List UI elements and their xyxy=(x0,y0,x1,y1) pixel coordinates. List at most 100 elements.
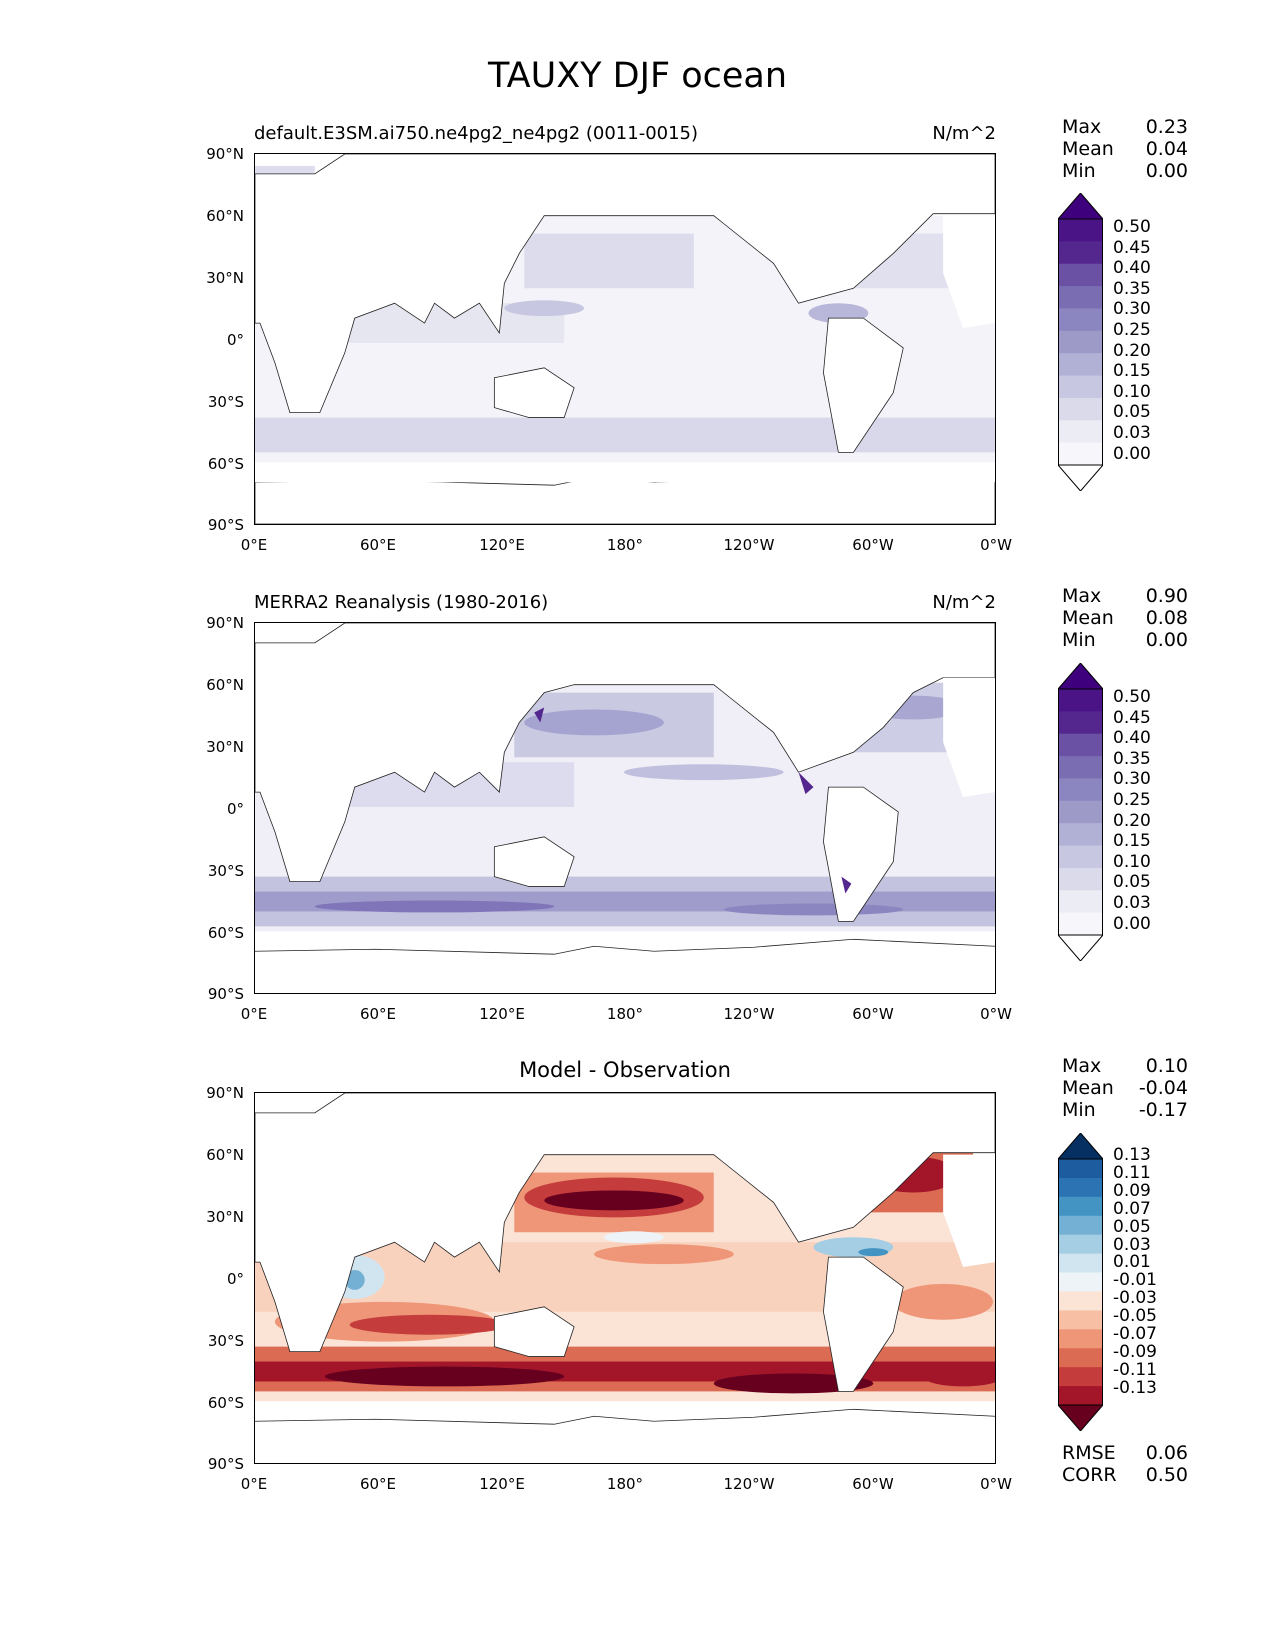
colorbar-tick-label: 0.45 xyxy=(1113,237,1151,258)
colorbar-tick-label: 0.09 xyxy=(1113,1180,1151,1201)
colorbar-band xyxy=(1058,286,1103,309)
colorbar-band xyxy=(1058,308,1103,332)
colorbar-tick-label: 0.35 xyxy=(1113,278,1151,299)
ytick-30s: 30°S xyxy=(207,862,244,880)
xtick-0w: 0°W xyxy=(980,536,1012,554)
xtick-120e: 120°E xyxy=(479,536,525,554)
colorbar-tick-label: -0.09 xyxy=(1113,1341,1157,1362)
ytick-30n: 30°N xyxy=(206,269,244,287)
panel-units: N/m^2 xyxy=(932,123,996,144)
colorbar-band xyxy=(1058,420,1103,444)
colorbar-tick-label: -0.03 xyxy=(1113,1288,1157,1309)
colorbar-tick-label: -0.05 xyxy=(1113,1306,1157,1327)
colorbar-band xyxy=(1058,778,1103,802)
colorbar-tick-label: 0.03 xyxy=(1113,893,1151,913)
xtick-120w: 120°W xyxy=(723,1475,775,1493)
colorbar-tick-label: 0.05 xyxy=(1113,1216,1151,1237)
figure-title: TAUXY DJF ocean xyxy=(487,56,788,96)
colorbar-band xyxy=(1058,397,1103,421)
colorbar-extend-top xyxy=(1058,663,1103,690)
panel-left-title: MERRA2 Reanalysis (1980-2016) xyxy=(254,592,549,613)
colorbar-band xyxy=(1058,442,1103,466)
colorbar-band xyxy=(1058,1386,1103,1406)
colorbar-tick-label: 0.10 xyxy=(1113,851,1151,872)
colorbar-frame xyxy=(1058,688,1103,936)
colorbar-tick-label: 0.20 xyxy=(1113,340,1151,361)
xtick-120e: 120°E xyxy=(479,1005,525,1023)
colorbar-tick-label: -0.11 xyxy=(1113,1359,1157,1380)
colorbar-obs xyxy=(1058,663,1103,961)
ytick-60s: 60°S xyxy=(207,1394,244,1412)
xtick-180: 180° xyxy=(606,1005,644,1023)
ytick-30n: 30°N xyxy=(206,1208,244,1226)
colorbar-frame xyxy=(1058,218,1103,466)
xtick-0e: 0°E xyxy=(240,1005,268,1023)
colorbar-diff xyxy=(1058,1133,1103,1431)
colorbar-band xyxy=(1058,219,1103,242)
colorbar-band xyxy=(1058,1159,1103,1179)
xtick-60w: 60°W xyxy=(852,536,894,554)
colorbar-tick-label: 0.03 xyxy=(1113,1234,1151,1255)
colorbar-tick-label: 0.30 xyxy=(1113,299,1151,320)
stat-max-label: Max xyxy=(1062,585,1102,607)
xtick-180: 180° xyxy=(606,1475,644,1493)
colorbar-tick-label: 0.13 xyxy=(1113,1145,1151,1165)
colorbar-tick-label: 0.40 xyxy=(1113,728,1151,749)
ytick-90n: 90°N xyxy=(206,614,244,632)
colorbar-tick-label: 0.35 xyxy=(1113,748,1151,769)
colorbar-tick-label: 0.10 xyxy=(1113,381,1151,402)
ytick-30s: 30°S xyxy=(207,393,244,411)
colorbar-model xyxy=(1058,193,1103,491)
colorbar-band xyxy=(1058,1329,1103,1349)
colorbar-tick-label: 0.45 xyxy=(1113,707,1151,728)
colorbar-tick-label: 0.25 xyxy=(1113,790,1151,810)
colorbar-band xyxy=(1058,353,1103,376)
map-obs xyxy=(254,622,996,994)
colorbar-band xyxy=(1058,823,1103,846)
colorbar-band xyxy=(1058,1291,1103,1311)
colorbar-tick-label: -0.01 xyxy=(1113,1270,1157,1291)
ytick-90s: 90°S xyxy=(207,516,244,534)
xtick-180: 180° xyxy=(606,536,644,554)
colorbar-tick-label: 0.11 xyxy=(1113,1162,1151,1183)
map-diff xyxy=(254,1092,996,1464)
colorbar-tick-label: 0.30 xyxy=(1113,769,1151,790)
ytick-0: 0° xyxy=(226,800,244,818)
colorbar-tick-label: 0.15 xyxy=(1113,831,1151,852)
stat-max-label: Max xyxy=(1062,116,1102,138)
xtick-60e: 60°E xyxy=(359,1005,397,1023)
ytick-90n: 90°N xyxy=(206,1084,244,1102)
colorbar-band xyxy=(1058,1348,1103,1368)
colorbar-band xyxy=(1058,912,1103,936)
stat-min-value: -0.17 xyxy=(1138,1099,1188,1121)
xtick-120e: 120°E xyxy=(479,1475,525,1493)
ytick-60n: 60°N xyxy=(206,676,244,694)
stat-corr-label: CORR xyxy=(1062,1464,1117,1486)
ytick-0: 0° xyxy=(226,1270,244,1288)
colorbar-band xyxy=(1058,890,1103,914)
colorbar-band xyxy=(1058,375,1103,399)
xtick-0e: 0°E xyxy=(240,1475,268,1493)
stat-max-value: 0.23 xyxy=(1145,116,1188,138)
stat-corr-value: 0.50 xyxy=(1145,1464,1188,1486)
xtick-60w: 60°W xyxy=(852,1475,894,1493)
map-model xyxy=(254,153,996,525)
colorbar-tick-label: 0.00 xyxy=(1113,443,1151,464)
stat-mean-label: Mean xyxy=(1062,138,1114,160)
colorbar-tick-label: 0.20 xyxy=(1113,810,1151,831)
colorbar-band xyxy=(1058,1196,1103,1217)
xtick-120w: 120°W xyxy=(723,1005,775,1023)
ytick-60s: 60°S xyxy=(207,924,244,942)
colorbar-tick-label: 0.05 xyxy=(1113,402,1151,423)
stat-min-label: Min xyxy=(1062,160,1096,182)
colorbar-band xyxy=(1058,1310,1103,1330)
xtick-60e: 60°E xyxy=(359,1475,397,1493)
colorbar-band xyxy=(1058,1234,1103,1255)
ytick-90s: 90°S xyxy=(207,985,244,1003)
xtick-120w: 120°W xyxy=(723,536,775,554)
ytick-30n: 30°N xyxy=(206,738,244,756)
stat-mean-value: 0.04 xyxy=(1145,138,1188,160)
xtick-60e: 60°E xyxy=(359,536,397,554)
stat-rmse-label: RMSE xyxy=(1062,1442,1116,1464)
stat-rmse-value: 0.06 xyxy=(1145,1442,1188,1464)
